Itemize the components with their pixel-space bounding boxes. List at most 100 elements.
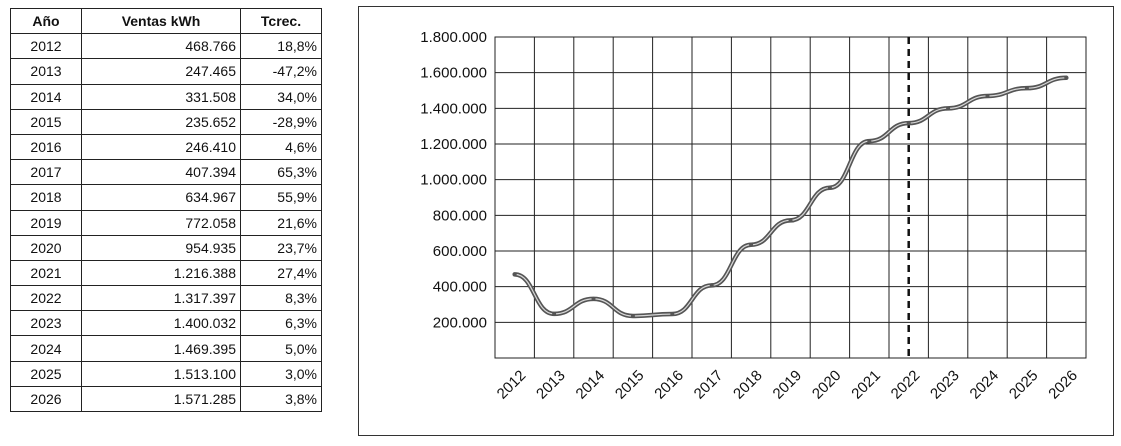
table-row: 2023 1.400.032 6,3% bbox=[10, 310, 322, 337]
x-tick-label: 2013 bbox=[533, 367, 569, 403]
x-tick-label: 2024 bbox=[967, 367, 1003, 403]
header-growth: Tcrec. bbox=[240, 7, 322, 35]
cell-growth: 4,6% bbox=[240, 133, 322, 161]
cell-sales: 407.394 bbox=[81, 159, 241, 186]
data-point bbox=[985, 93, 990, 98]
data-point bbox=[630, 313, 635, 318]
y-tick-label: 1.400.000 bbox=[420, 100, 487, 117]
data-point bbox=[670, 312, 675, 317]
table-row: 2021 1.216.388 27,4% bbox=[10, 259, 322, 287]
cell-growth: -28,9% bbox=[240, 108, 322, 135]
cell-sales: 1.469.395 bbox=[81, 335, 241, 362]
cell-sales: 1.216.388 bbox=[81, 259, 241, 287]
data-point bbox=[591, 296, 596, 301]
table-row: 2026 1.571.285 3,8% bbox=[10, 385, 322, 413]
x-tick-label: 2012 bbox=[494, 367, 530, 403]
cell-growth: 27,4% bbox=[240, 259, 322, 287]
cell-growth: 55,9% bbox=[240, 184, 322, 211]
table-row: 2018 634.967 55,9% bbox=[10, 184, 322, 211]
table-row: 2019 772.058 21,6% bbox=[10, 209, 322, 236]
data-point bbox=[867, 139, 872, 144]
cell-sales: 247.465 bbox=[81, 58, 241, 85]
cell-year: 2013 bbox=[10, 58, 82, 85]
data-point bbox=[788, 218, 793, 223]
header-year: Año bbox=[10, 7, 82, 35]
table-row: 2016 246.410 4,6% bbox=[10, 133, 322, 161]
cell-sales: 1.400.032 bbox=[81, 310, 241, 337]
cell-sales: 468.766 bbox=[81, 33, 241, 60]
x-tick-label: 2015 bbox=[612, 367, 648, 403]
sales-line-chart: 1.800.000 1.600.000 1.400.000 1.200.000 1.00… bbox=[420, 29, 1087, 403]
cell-sales: 235.652 bbox=[81, 108, 241, 135]
cell-growth: 18,8% bbox=[240, 33, 322, 60]
y-tick-label: 800.000 bbox=[433, 207, 487, 224]
table-row: 2025 1.513.100 3,0% bbox=[10, 360, 322, 387]
cell-sales: 772.058 bbox=[81, 209, 241, 236]
cell-growth: 5,0% bbox=[240, 335, 322, 362]
y-tick-label: 1.000.000 bbox=[420, 172, 487, 189]
data-point bbox=[1064, 75, 1069, 80]
cell-growth: 23,7% bbox=[240, 234, 322, 261]
cell-sales: 634.967 bbox=[81, 184, 241, 211]
table-row: 2013 247.465 -47,2% bbox=[10, 58, 322, 85]
table-row: 2022 1.317.397 8,3% bbox=[10, 285, 322, 312]
cell-sales: 1.571.285 bbox=[81, 385, 241, 413]
cell-growth: 65,3% bbox=[240, 159, 322, 186]
cell-sales: 1.317.397 bbox=[81, 285, 241, 312]
cell-year: 2016 bbox=[10, 133, 82, 161]
cell-year: 2022 bbox=[10, 285, 82, 312]
x-tick-label: 2022 bbox=[888, 367, 924, 403]
sales-table: Año Ventas kWh Tcrec. 2012 468.766 18,8% 20… bbox=[10, 7, 322, 413]
x-tick-label: 2017 bbox=[691, 367, 727, 403]
header-sales: Ventas kWh bbox=[81, 7, 241, 35]
x-tick-label: 2016 bbox=[651, 367, 687, 403]
cell-year: 2023 bbox=[10, 310, 82, 337]
cell-year: 2024 bbox=[10, 335, 82, 362]
data-point bbox=[512, 272, 517, 277]
cell-sales: 954.935 bbox=[81, 234, 241, 261]
cell-year: 2012 bbox=[10, 33, 82, 60]
data-point bbox=[552, 311, 557, 316]
cell-year: 2026 bbox=[10, 385, 82, 413]
x-tick-label: 2018 bbox=[730, 367, 766, 403]
table-row: 2024 1.469.395 5,0% bbox=[10, 335, 322, 362]
x-tick-label: 2020 bbox=[809, 367, 845, 403]
data-point bbox=[749, 242, 754, 247]
x-tick-label: 2023 bbox=[927, 367, 963, 403]
cell-growth: -47,2% bbox=[240, 58, 322, 85]
plot-area bbox=[494, 36, 1087, 359]
cell-year: 2020 bbox=[10, 234, 82, 261]
data-point bbox=[946, 106, 951, 111]
data-point bbox=[827, 185, 832, 190]
cell-growth: 8,3% bbox=[240, 285, 322, 312]
cell-growth: 3,8% bbox=[240, 385, 322, 413]
table-row: 2012 468.766 18,8% bbox=[10, 33, 322, 60]
y-tick-label: 200.000 bbox=[433, 314, 487, 331]
x-tick-label: 2025 bbox=[1006, 367, 1042, 403]
cell-year: 2018 bbox=[10, 184, 82, 211]
x-tick-label: 2021 bbox=[848, 367, 884, 403]
y-tick-label: 1.800.000 bbox=[420, 29, 487, 46]
table-header-row: Año Ventas kWh Tcrec. bbox=[10, 7, 322, 35]
cell-sales: 246.410 bbox=[81, 133, 241, 161]
cell-sales: 331.508 bbox=[81, 83, 241, 110]
y-tick-label: 1.200.000 bbox=[420, 136, 487, 153]
y-tick-label: 1.600.000 bbox=[420, 65, 487, 82]
table-row: 2017 407.394 65,3% bbox=[10, 159, 322, 186]
y-tick-label: 400.000 bbox=[433, 279, 487, 296]
data-point bbox=[906, 121, 911, 126]
data-point bbox=[709, 283, 714, 288]
table-row: 2014 331.508 34,0% bbox=[10, 83, 322, 110]
x-tick-label: 2014 bbox=[573, 367, 609, 403]
data-point bbox=[1024, 86, 1029, 91]
cell-growth: 34,0% bbox=[240, 83, 322, 110]
cell-year: 2025 bbox=[10, 360, 82, 387]
table-row: 2020 954.935 23,7% bbox=[10, 234, 322, 261]
cell-sales: 1.513.100 bbox=[81, 360, 241, 387]
cell-year: 2021 bbox=[10, 259, 82, 287]
x-tick-label: 2019 bbox=[770, 367, 806, 403]
cell-year: 2017 bbox=[10, 159, 82, 186]
cell-year: 2019 bbox=[10, 209, 82, 236]
y-tick-label: 600.000 bbox=[433, 243, 487, 260]
table-row: 2015 235.652 -28,9% bbox=[10, 108, 322, 135]
